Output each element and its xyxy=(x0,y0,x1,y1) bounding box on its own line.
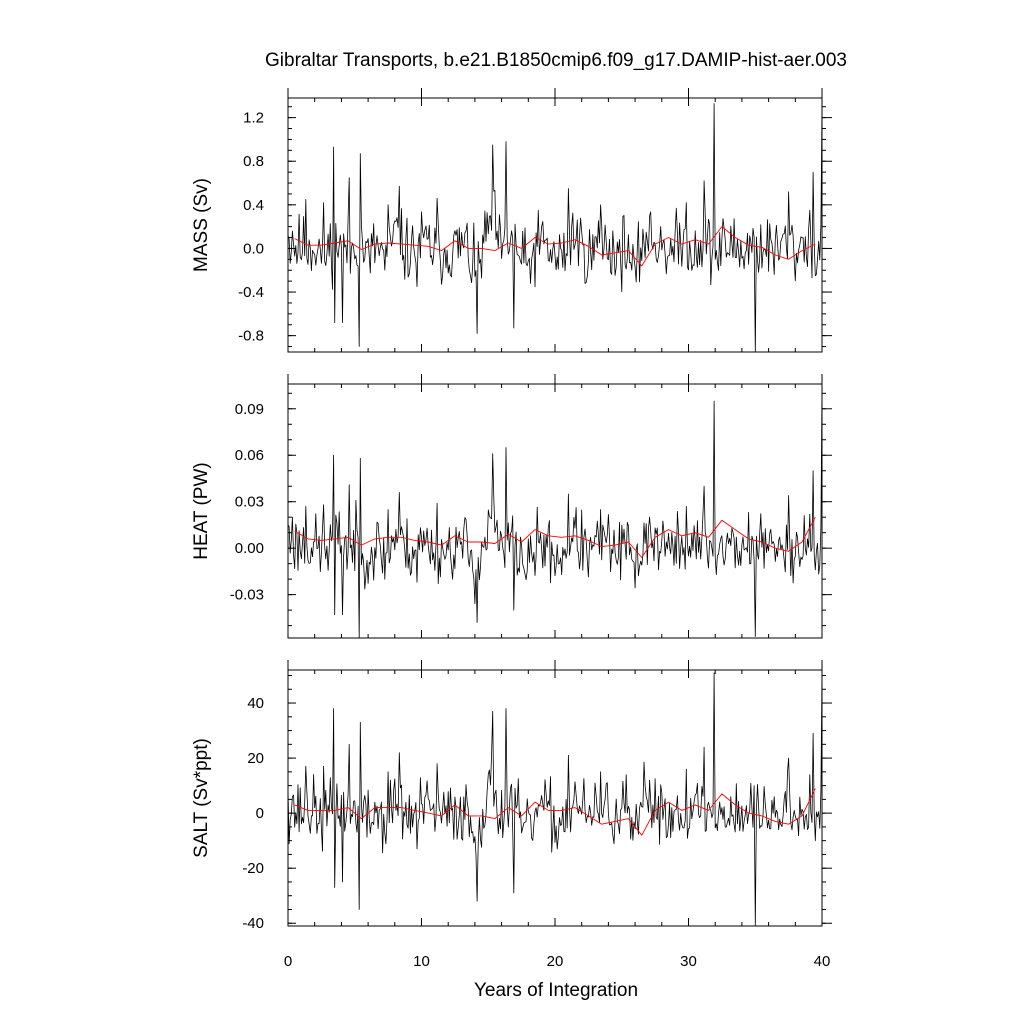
x-tick-label: 10 xyxy=(413,953,430,970)
salt-monthly-series-line xyxy=(287,669,823,927)
mass-plot-frame xyxy=(287,97,823,353)
heat-plot-frame xyxy=(287,383,823,639)
heat-y-tick-label: 0.06 xyxy=(235,447,264,464)
heat-y-tick-label: 0.00 xyxy=(235,540,264,557)
mass-y-tick-label: -0.4 xyxy=(238,284,264,301)
salt-ticks: -40 -20 0 20 40 xyxy=(242,660,832,932)
mass-y-tick-label: 0.0 xyxy=(243,240,264,257)
mass-y-tick-label: 0.4 xyxy=(243,197,264,214)
figure-title: Gibraltar Transports, b.e21.B1850cmip6.f… xyxy=(265,50,847,71)
salt-y-tick-label: 20 xyxy=(247,750,264,767)
salt-y-tick-label: -20 xyxy=(242,860,264,877)
heat-annual-mean-series-line xyxy=(294,516,816,558)
x-tick-label: 30 xyxy=(680,953,697,970)
x-tick-label: 40 xyxy=(814,953,831,970)
mass-annual-mean-series-line xyxy=(294,226,816,267)
mass-ticks: -0.8 -0.4 0.0 0.4 0.8 1.2 xyxy=(238,88,832,352)
heat-monthly-series-line xyxy=(287,385,823,639)
panel-salt: -40 -20 0 20 40 SALT (Sv*ppt) xyxy=(191,660,832,932)
heat-y-tick-label: 0.09 xyxy=(235,401,264,418)
mass-y-tick-label: 0.8 xyxy=(243,153,264,170)
salt-series-layer xyxy=(287,669,823,927)
heat-y-tick-label: 0.03 xyxy=(235,494,264,511)
heat-ticks: -0.03 0.00 0.03 0.06 0.09 xyxy=(230,374,832,638)
heat-y-axis-label: HEAT (PW) xyxy=(191,462,212,559)
mass-series-layer xyxy=(287,103,823,353)
mass-y-axis-label: MASS (Sv) xyxy=(191,178,212,272)
heat-y-tick-label: -0.03 xyxy=(230,587,264,604)
panel-heat: -0.03 0.00 0.03 0.06 0.09 HEAT (PW) xyxy=(191,374,832,639)
salt-y-tick-label: 0 xyxy=(256,805,264,822)
salt-y-tick-label: 40 xyxy=(247,695,264,712)
salt-y-tick-label: -40 xyxy=(242,915,264,932)
x-tick-labels: 0 10 20 30 40 xyxy=(284,953,831,970)
mass-y-tick-label: -0.8 xyxy=(238,328,264,345)
mass-y-tick-label: 1.2 xyxy=(243,110,264,127)
salt-annual-mean-series-line xyxy=(294,788,816,836)
x-axis-label: Years of Integration xyxy=(474,980,638,1001)
mass-monthly-series-line xyxy=(287,103,823,353)
panel-mass: -0.8 -0.4 0.0 0.4 0.8 1.2 MASS (Sv) xyxy=(191,88,832,353)
x-tick-label: 0 xyxy=(284,953,292,970)
x-tick-label: 20 xyxy=(547,953,564,970)
salt-y-axis-label: SALT (Sv*ppt) xyxy=(191,738,212,858)
heat-series-layer xyxy=(287,385,823,639)
